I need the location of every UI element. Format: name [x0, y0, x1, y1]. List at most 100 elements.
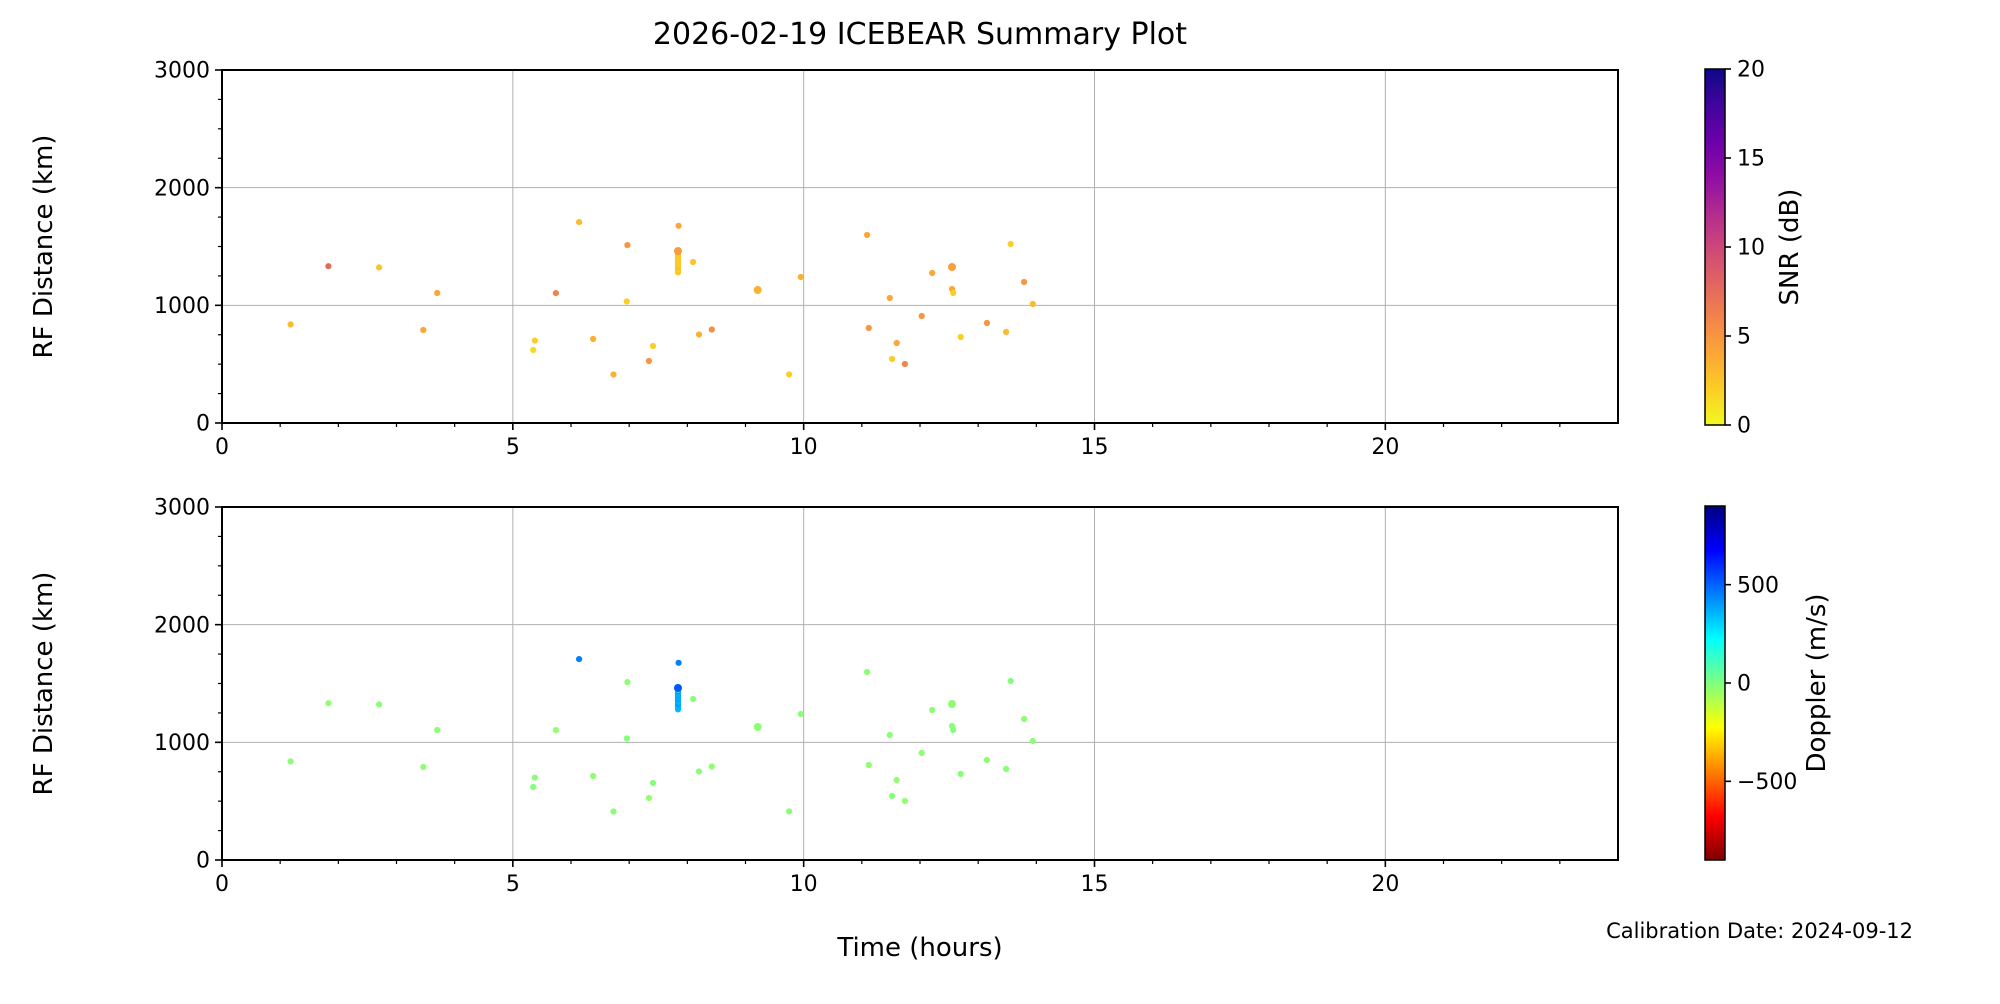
colorbar-label: Doppler (m/s): [1802, 593, 1832, 772]
data-point: [530, 346, 537, 354]
data-point: [624, 242, 631, 249]
data-point: [950, 289, 957, 297]
data-point: [623, 298, 630, 305]
data-point: [590, 335, 597, 343]
data-point: [610, 808, 617, 815]
data-point: [649, 342, 657, 350]
data-point: [929, 706, 936, 714]
data-point: [886, 731, 893, 739]
x-tick-label: 15: [1081, 872, 1109, 897]
data-point: [690, 695, 697, 703]
colorbar-tick-label: 0: [1737, 414, 1751, 439]
x-tick-label: 10: [790, 435, 818, 460]
data-point: [434, 289, 441, 297]
data-point: [948, 700, 956, 708]
data-point: [957, 770, 964, 778]
data-point: [1003, 765, 1010, 773]
y-tick-label: 1000: [154, 294, 210, 319]
data-point: [1021, 278, 1028, 286]
data-point: [1003, 328, 1010, 336]
data-point: [901, 360, 909, 368]
colorbar-tick-label: 500: [1737, 573, 1779, 598]
doppler-colorbar: −500 0 500 Doppler (m/s): [1704, 505, 1832, 861]
data-point: [287, 758, 294, 765]
data-point: [865, 324, 872, 332]
data-point: [695, 768, 703, 775]
data-point: [708, 763, 715, 770]
data-point: [675, 222, 682, 229]
data-point: [893, 339, 900, 347]
colorbar-tick-label: 0: [1737, 672, 1751, 697]
data-point: [325, 263, 332, 270]
data-point: [786, 371, 793, 378]
data-point: [674, 247, 682, 255]
data-point: [376, 264, 383, 271]
data-point: [1007, 240, 1014, 248]
data-point: [420, 326, 427, 334]
data-point: [645, 357, 653, 365]
data-point: [918, 749, 925, 757]
data-point: [695, 331, 703, 338]
data-point: [893, 776, 900, 784]
y-tick-label: 0: [196, 849, 210, 874]
data-point: [918, 312, 925, 320]
data-point: [690, 258, 697, 266]
data-point: [1007, 677, 1014, 685]
data-point: [1029, 300, 1036, 308]
data-point: [864, 668, 871, 676]
plot-box: [221, 506, 1619, 861]
x-tick-label: 5: [506, 435, 520, 460]
x-tick-label: 15: [1081, 435, 1109, 460]
data-point: [674, 684, 682, 692]
data-point: [786, 808, 793, 815]
y-tick-label: 1000: [154, 731, 210, 756]
data-point: [1021, 715, 1028, 723]
colorbar-tick-label: 5: [1737, 325, 1751, 350]
snr-subplot: 0 5 10 15 20 0 1000 2000 3000 RF Distance (km): [29, 59, 1619, 460]
data-point: [531, 774, 539, 781]
data-point: [576, 656, 583, 663]
chart-title: 2026-02-19 ICEBEAR Summary Plot: [653, 17, 1187, 52]
y-tick-label: 3000: [154, 59, 210, 84]
snr-colorbar: 0 5 10 15 20 SNR (dB): [1704, 58, 1805, 439]
data-point: [797, 710, 804, 718]
data-point: [948, 263, 956, 271]
data-point: [649, 779, 657, 787]
data-point: [434, 726, 441, 734]
data-point: [950, 726, 957, 734]
y-tick-label: 0: [196, 412, 210, 437]
data-point: [531, 337, 539, 344]
data-point: [420, 763, 427, 771]
data-point: [645, 794, 653, 802]
y-axis-label: RF Distance (km): [29, 572, 59, 796]
colorbar-tick-label: 10: [1737, 236, 1765, 261]
data-point: [287, 321, 294, 328]
colorbar-tick-label: −500: [1737, 770, 1797, 795]
x-tick-label: 0: [215, 872, 229, 897]
x-tick-label: 5: [506, 872, 520, 897]
y-axis-label: RF Distance (km): [29, 135, 59, 359]
data-point: [797, 273, 804, 281]
data-point: [552, 290, 560, 297]
data-point: [530, 783, 537, 791]
data-point: [576, 219, 583, 226]
data-point: [901, 797, 909, 805]
data-point: [889, 792, 896, 800]
x-axis-label: Time (hours): [836, 933, 1002, 963]
data-point: [552, 727, 560, 734]
data-point: [623, 735, 630, 742]
x-tick-label: 10: [790, 872, 818, 897]
data-point: [753, 723, 762, 731]
data-point: [610, 371, 617, 378]
doppler-subplot: 0 5 10 15 20 0 1000 2000 3000 RF Distance (km): [29, 496, 1619, 897]
colorbar-gradient: [1704, 505, 1726, 861]
data-point: [983, 319, 991, 327]
data-point: [590, 772, 597, 780]
data-point: [708, 326, 715, 333]
data-point: [983, 756, 991, 764]
data-point: [753, 286, 762, 294]
plot-box: [221, 69, 1619, 424]
y-tick-label: 3000: [154, 496, 210, 521]
y-tick-label: 2000: [154, 613, 210, 638]
